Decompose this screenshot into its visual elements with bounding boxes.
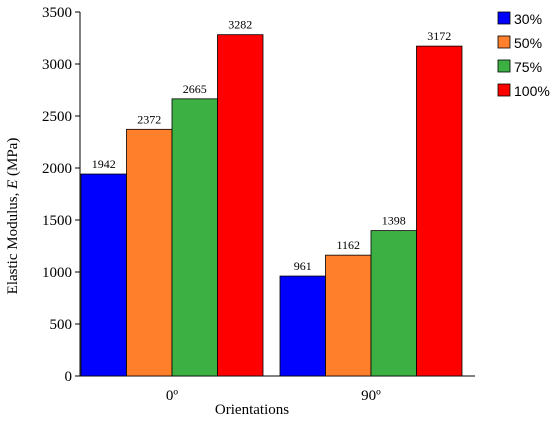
y-tick-label: 1000: [42, 265, 72, 281]
x-axis-title: Orientations: [215, 402, 289, 418]
legend: 30% 50% 75% 100%: [497, 11, 550, 99]
legend-swatch: [497, 59, 511, 73]
legend-swatch: [497, 83, 511, 97]
y-axis-title: Elastic Modulus, E (MPa): [5, 138, 21, 295]
legend-label: 75%: [514, 59, 542, 75]
bar-75pct-1: [370, 230, 417, 377]
data-label: 1162: [336, 238, 360, 252]
x-tick-label: 90º: [361, 388, 381, 404]
bar-100pct-0: [217, 34, 264, 377]
y-tick-label: 500: [50, 317, 73, 333]
legend-label: 50%: [514, 35, 542, 51]
bar-30pct-0: [80, 173, 127, 377]
y-axis-title-prefix: Elastic Modulus,: [5, 189, 21, 294]
data-label: 961: [294, 259, 312, 273]
y-tick-label: 2000: [42, 161, 72, 177]
x-tick-label: 0º: [166, 388, 179, 404]
y-axis: 0 500 1000 1500 2000 2500 3000 3500: [42, 5, 81, 385]
bar-100pct-1: [416, 45, 463, 377]
y-tick-label: 2500: [42, 109, 72, 125]
legend-label: 30%: [514, 11, 542, 27]
legend-swatch: [497, 35, 511, 49]
legend-label: 100%: [514, 83, 550, 99]
data-labels: 1942 2372 2665 3282 961 1162 1398 3172: [92, 18, 452, 273]
bar-75pct-0: [171, 98, 218, 377]
y-axis-title-unit: (MPa): [5, 138, 21, 180]
y-tick-label: 3000: [42, 57, 72, 73]
data-label: 2372: [137, 112, 161, 126]
bar-50pct-1: [325, 254, 372, 377]
data-label: 3282: [228, 18, 252, 32]
y-axis-title-symbol: E: [5, 180, 21, 190]
y-tick-label: 3500: [42, 5, 72, 21]
bars: [80, 34, 463, 377]
legend-swatch: [497, 11, 511, 25]
x-tick-labels: 0º 90º: [166, 388, 381, 404]
y-tick-label: 0: [65, 369, 73, 385]
bar-50pct-0: [126, 128, 173, 377]
data-label: 3172: [427, 29, 451, 43]
data-label: 2665: [183, 82, 207, 96]
data-label: 1398: [382, 214, 406, 228]
y-tick-label: 1500: [42, 213, 72, 229]
bar-30pct-1: [279, 275, 326, 377]
data-label: 1942: [92, 157, 116, 171]
